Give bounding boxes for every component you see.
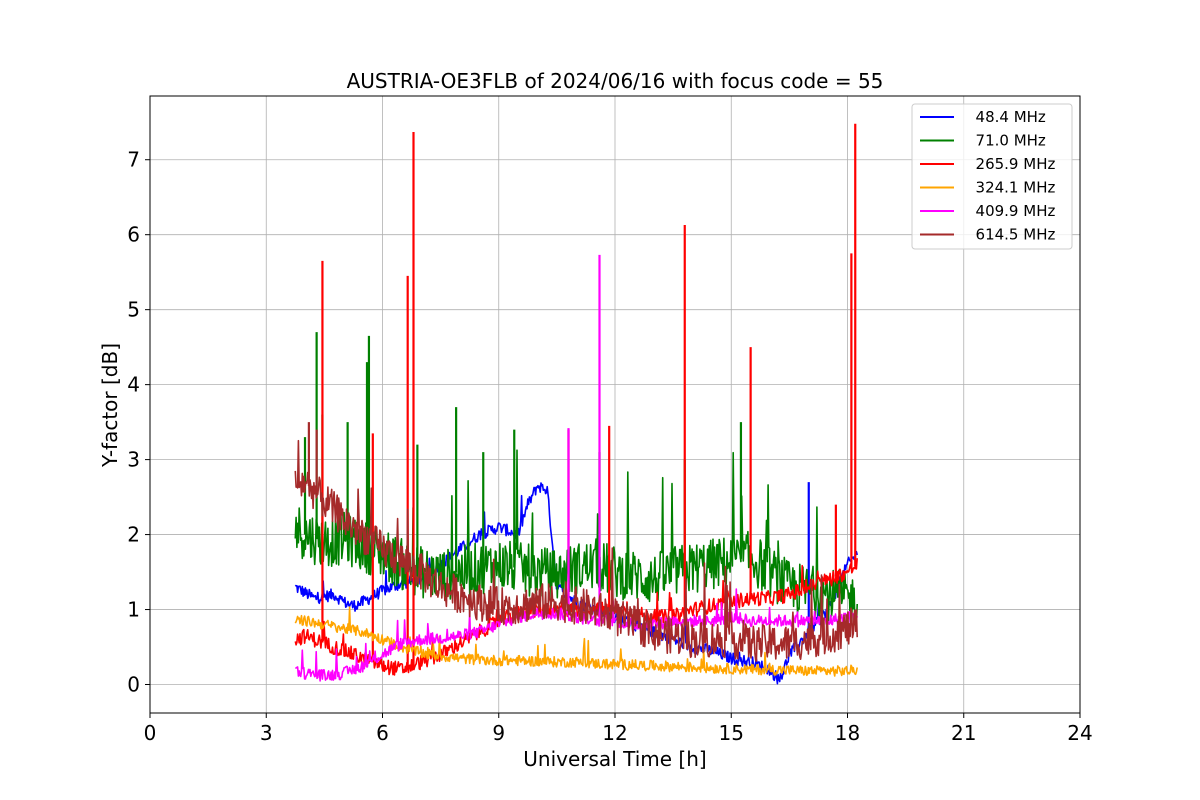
y-tick-label: 3 xyxy=(127,448,140,472)
series-3 xyxy=(294,123,858,676)
x-axis-ticks: 0 3 6 9 12 15 18 21 24 xyxy=(144,713,1093,745)
legend: 48.4 MHz 71.0 MHz 265.9 MHz 324.1 MHz 40… xyxy=(911,103,1073,250)
y-tick-label: 1 xyxy=(127,598,140,622)
y-tick-label: 5 xyxy=(127,298,140,322)
x-tick-label: 12 xyxy=(602,721,627,745)
series-line xyxy=(294,439,858,662)
legend-entry-label: 409.9 MHz xyxy=(966,202,1055,220)
y-tick-label: 6 xyxy=(127,223,140,247)
x-tick-label: 0 xyxy=(144,721,157,745)
legend-entry-label: 614.5 MHz xyxy=(966,226,1055,244)
x-tick-label: 3 xyxy=(260,721,273,745)
y-axis-label: Y-factor [dB] xyxy=(98,343,122,468)
series-line xyxy=(294,558,858,676)
y-tick-label: 7 xyxy=(127,148,140,172)
series-line xyxy=(294,606,858,677)
y-tick-label: 2 xyxy=(127,523,140,547)
legend-entry-label: 265.9 MHz xyxy=(966,155,1055,173)
x-tick-label: 9 xyxy=(492,721,505,745)
x-tick-label: 18 xyxy=(835,721,860,745)
plot-series xyxy=(294,123,858,685)
series-line xyxy=(295,588,858,682)
x-axis-label: Universal Time [h] xyxy=(523,747,706,771)
y-tick-label: 0 xyxy=(127,673,140,697)
y-axis-ticks: 0 1 2 3 4 5 6 7 xyxy=(127,148,150,697)
series-6 xyxy=(294,422,858,662)
series-line xyxy=(294,449,858,626)
x-tick-label: 21 xyxy=(951,721,976,745)
x-tick-label: 24 xyxy=(1067,721,1092,745)
legend-entry-label: 71.0 MHz xyxy=(966,132,1046,150)
series-4 xyxy=(294,606,858,677)
legend-entry-label: 324.1 MHz xyxy=(966,179,1055,197)
series-5 xyxy=(295,254,858,682)
x-tick-label: 6 xyxy=(376,721,389,745)
legend-entry-label: 48.4 MHz xyxy=(966,108,1046,126)
x-tick-label: 15 xyxy=(719,721,744,745)
chart-title: AUSTRIA-OE3FLB of 2024/06/16 with focus … xyxy=(347,69,884,93)
y-tick-label: 4 xyxy=(127,373,140,397)
